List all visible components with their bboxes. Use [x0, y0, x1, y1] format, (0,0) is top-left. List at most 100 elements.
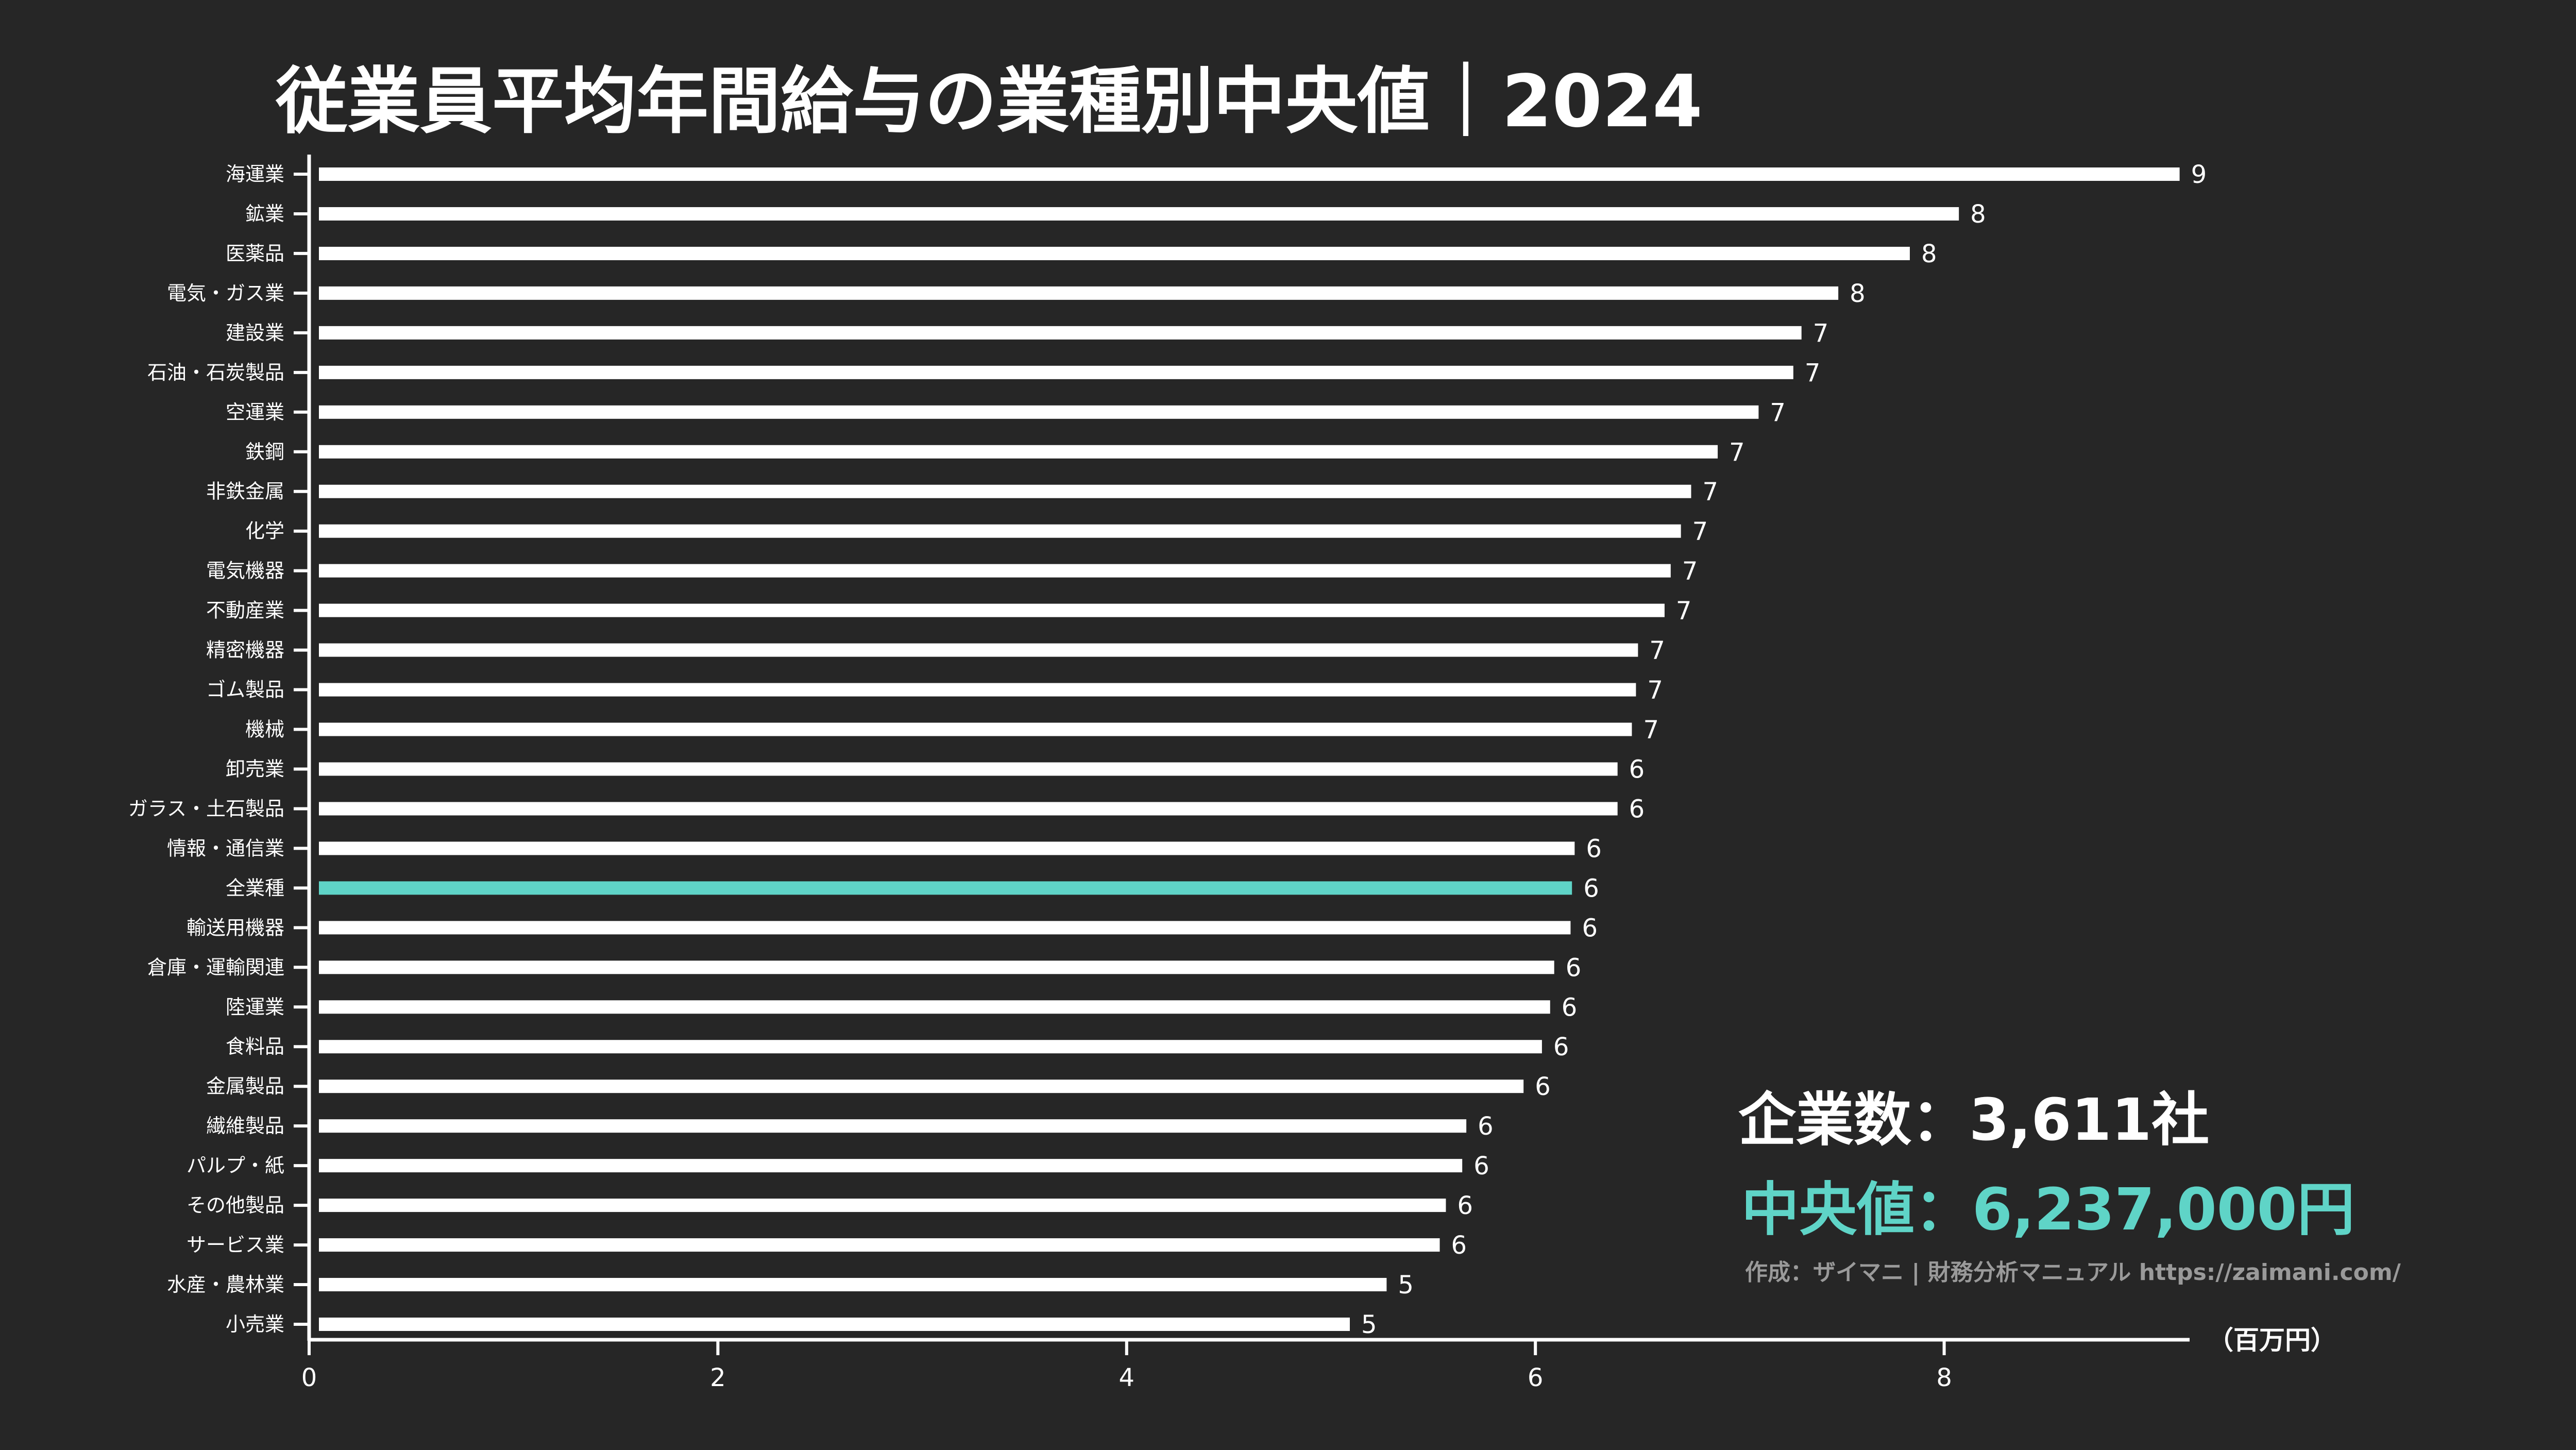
bar-25 [319, 1159, 1463, 1173]
credit-text: 作成：ザイマニ | 財務分析マニュアル https://zaimani.com/ [1745, 1259, 2401, 1286]
bar-13 [319, 683, 1636, 697]
bar-28 [319, 1278, 1387, 1292]
x-tick-label: 6 [1528, 1363, 1544, 1392]
category-label: 空運業 [226, 401, 284, 424]
company-count-annotation: 企業数：3,611社 [1738, 1087, 2209, 1154]
data-label: 6 [1629, 795, 1645, 823]
data-label: 7 [1692, 517, 1708, 546]
bar-17 [319, 841, 1575, 855]
category-label: 海運業 [226, 163, 284, 186]
bar-9 [319, 524, 1681, 538]
x-tick-label: 0 [301, 1363, 317, 1392]
bar-0 [319, 167, 2180, 181]
category-label: サービス業 [187, 1234, 284, 1256]
axes-group: 0 2 4 6 8 [294, 155, 2190, 1392]
category-label: ガラス・土石製品 [128, 797, 284, 820]
category-label: 化学 [245, 520, 284, 543]
bar-4 [319, 326, 1802, 340]
bar-5 [319, 365, 1793, 379]
x-tick-label: 2 [710, 1363, 726, 1392]
data-label: 8 [1970, 200, 1986, 229]
data-label: 6 [1457, 1191, 1473, 1220]
bar-12 [319, 643, 1638, 657]
bar-6 [319, 405, 1759, 419]
data-label: 6 [1566, 953, 1582, 982]
data-label: 7 [1643, 716, 1659, 745]
category-label: 電気・ガス業 [167, 282, 284, 305]
category-label: 非鉄金属 [206, 480, 284, 503]
category-label: 精密機器 [206, 639, 284, 662]
bars-group: 海運業 9 鉱業 8 医薬品 8 電気・ガス業 8 建設業 7 石油・石炭製品 7 空運業 7 鉄鋼 7 非鉄金… [128, 160, 2207, 1339]
data-label: 8 [1921, 240, 1937, 268]
data-label: 7 [1647, 676, 1663, 705]
data-label: 6 [1473, 1152, 1489, 1181]
data-label: 6 [1562, 993, 1578, 1022]
bar-21 [319, 1000, 1550, 1014]
x-tick-label: 8 [1936, 1363, 1952, 1392]
bar-14 [319, 722, 1632, 736]
category-label: 陸運業 [226, 996, 284, 1018]
category-label: 機械 [245, 718, 284, 741]
data-label: 6 [1582, 914, 1598, 942]
category-label: 電気機器 [206, 560, 284, 582]
bar-22 [319, 1040, 1542, 1054]
category-label: 全業種 [226, 876, 284, 899]
category-label: 医薬品 [226, 242, 284, 265]
bar-8 [319, 484, 1691, 498]
bar-15 [319, 762, 1618, 776]
bar-24 [319, 1119, 1467, 1133]
bar-16 [319, 802, 1618, 816]
bar-29 [319, 1318, 1350, 1331]
bar-19 [319, 921, 1571, 935]
data-label: 7 [1649, 636, 1665, 665]
category-label: 水産・農林業 [167, 1273, 284, 1296]
category-label: 鉄鋼 [245, 441, 284, 463]
bar-7 [319, 445, 1718, 459]
data-label: 8 [1850, 279, 1866, 308]
data-label: 5 [1361, 1310, 1377, 1339]
bar-20 [319, 960, 1554, 974]
category-label: 建設業 [226, 322, 284, 344]
category-label: 金属製品 [206, 1075, 284, 1098]
category-label: パルプ・紙 [187, 1154, 284, 1177]
category-label: 情報・通信業 [167, 837, 284, 859]
data-label: 7 [1682, 557, 1698, 586]
x-tick-label: 4 [1119, 1363, 1135, 1392]
data-label: 7 [1702, 478, 1718, 507]
data-label: 6 [1629, 755, 1645, 784]
category-label: 輸送用機器 [187, 916, 284, 939]
bar-1 [319, 207, 1959, 221]
category-label: 食料品 [226, 1035, 284, 1058]
data-label: 9 [2191, 160, 2207, 189]
category-label: 石油・石炭製品 [147, 361, 284, 384]
data-label: 6 [1583, 874, 1599, 903]
data-label: 6 [1535, 1072, 1551, 1101]
bar-11 [319, 603, 1665, 617]
category-label: 不動産業 [206, 599, 284, 622]
category-label: 小売業 [226, 1313, 284, 1336]
category-label: 繊維製品 [206, 1115, 284, 1137]
data-label: 6 [1451, 1231, 1467, 1260]
data-label: 7 [1805, 359, 1821, 387]
x-axis-unit-label: （百万円） [2208, 1325, 2336, 1355]
data-label: 7 [1770, 398, 1786, 427]
bar-27 [319, 1238, 1440, 1252]
bar-23 [319, 1080, 1524, 1093]
category-label: 鉱業 [245, 203, 284, 225]
data-label: 7 [1813, 319, 1829, 348]
bar-3 [319, 286, 1839, 300]
data-label: 7 [1676, 597, 1692, 626]
data-label: 5 [1398, 1271, 1414, 1300]
category-label: 倉庫・運輸関連 [147, 956, 284, 979]
data-label: 6 [1586, 834, 1602, 863]
bar-18 [319, 881, 1572, 895]
category-label: ゴム製品 [206, 679, 284, 701]
bar-10 [319, 564, 1671, 578]
chart-title: 従業員平均年間給与の業種別中央値｜2024 [275, 60, 1703, 144]
data-label: 6 [1553, 1033, 1569, 1061]
median-annotation: 中央値：6,237,000円 [1741, 1176, 2355, 1243]
bar-2 [319, 246, 1910, 260]
category-label: 卸売業 [226, 757, 284, 780]
data-label: 6 [1478, 1112, 1494, 1141]
